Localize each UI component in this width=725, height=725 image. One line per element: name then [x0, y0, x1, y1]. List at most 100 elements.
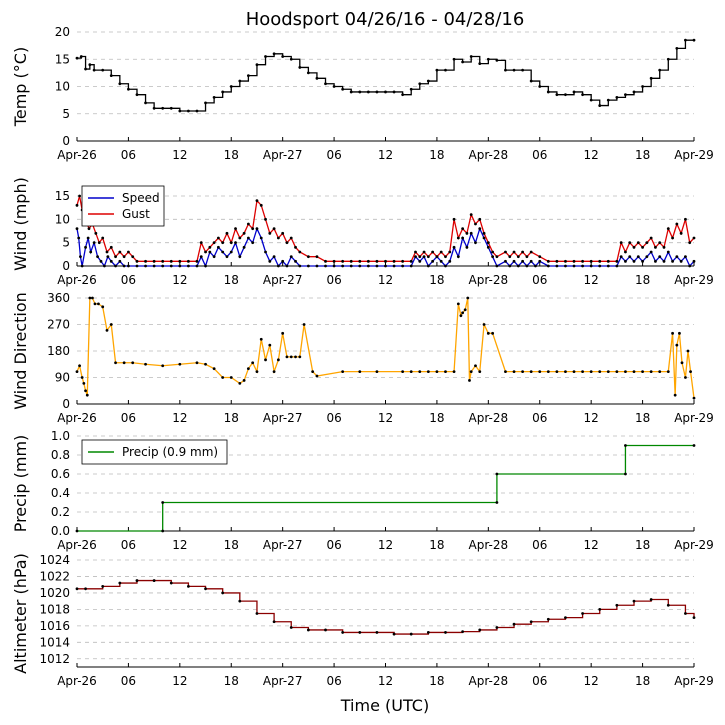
precip-x-tick-label: 12	[172, 538, 187, 552]
alt-x-tick-label: 18	[224, 674, 239, 688]
wind-data-point	[409, 259, 413, 263]
temp-data-point	[444, 68, 447, 72]
wind-data-point	[422, 255, 426, 259]
dir-data-point	[144, 362, 147, 366]
wind-data-point	[199, 241, 203, 245]
temp-data-point	[564, 93, 567, 97]
wind-data-point	[512, 259, 516, 263]
wind-data-point	[118, 250, 122, 254]
wind-data-point	[624, 259, 627, 263]
temp-data-point	[512, 68, 516, 72]
wind-data-point	[666, 250, 670, 254]
wind-data-point	[546, 259, 550, 263]
wind-data-point	[341, 259, 345, 263]
wind-data-point	[448, 250, 452, 254]
dir-data-point	[109, 323, 113, 326]
dir-data-point	[589, 370, 593, 374]
temp-data-point	[384, 90, 387, 94]
wind-data-point	[589, 259, 593, 263]
wind-data-point	[474, 222, 477, 226]
alt-data-point	[306, 628, 310, 632]
dir-data-point	[84, 389, 87, 393]
temp-data-point	[572, 90, 576, 94]
dir-data-point	[564, 370, 567, 374]
temp-data-point	[118, 82, 122, 86]
dir-data-point	[105, 328, 109, 332]
dir-data-point	[689, 370, 692, 374]
wind-data-point	[525, 264, 529, 268]
wind-data-point	[242, 245, 246, 249]
wind-data-point	[666, 227, 670, 231]
wind-data-point	[358, 259, 362, 263]
wind-data-point	[598, 264, 602, 268]
temp-data-point	[366, 90, 370, 94]
dir-data-point	[97, 302, 100, 306]
temp-data-point	[418, 82, 422, 86]
wind-data-point	[414, 255, 417, 259]
dir-y-label: Wind Direction	[11, 292, 30, 410]
temp-data-point	[555, 93, 559, 97]
alt-data-point	[238, 599, 242, 603]
alt-data-point	[546, 617, 550, 621]
temp-data-point	[341, 87, 345, 91]
dir-data-point	[75, 370, 79, 374]
wind-data-point	[461, 236, 465, 240]
temp-data-point	[144, 101, 147, 105]
alt-x-tick-label: 18	[429, 674, 444, 688]
wind-data-point	[259, 236, 263, 240]
dir-data-point	[341, 370, 345, 374]
wind-data-point	[538, 255, 542, 259]
dir-data-point	[418, 370, 422, 374]
dir-data-point	[178, 362, 182, 366]
wind-data-point	[366, 259, 370, 263]
dir-data-point	[315, 374, 319, 378]
wind-data-point	[109, 259, 113, 263]
wind-data-point	[572, 259, 576, 263]
wind-series-1	[75, 194, 696, 263]
dir-data-point	[259, 337, 263, 341]
dir-data-point	[686, 349, 690, 353]
dir-data-point	[311, 370, 315, 374]
alt-x-tick-label: Apr-29	[674, 674, 714, 688]
alt-data-point	[187, 584, 190, 588]
alt-data-point	[666, 603, 670, 607]
wind-data-point	[418, 259, 422, 263]
wind-data-point	[504, 259, 507, 263]
alt-data-point	[632, 599, 636, 603]
wind-data-point	[75, 203, 79, 207]
wind-data-point	[478, 217, 482, 221]
precip-data-point	[692, 444, 696, 447]
wind-data-point	[486, 245, 490, 249]
wind-data-point	[662, 245, 666, 249]
wind-data-point	[221, 250, 225, 254]
dir-data-point	[521, 370, 525, 374]
wind-data-point	[84, 245, 87, 249]
temp-data-point	[289, 57, 293, 61]
wind-data-point	[324, 259, 327, 263]
wind-data-point	[212, 241, 216, 245]
dir-data-point	[486, 331, 490, 335]
dir-data-point	[242, 379, 246, 382]
dir-data-point	[204, 362, 207, 366]
wind-data-point	[77, 236, 81, 240]
wind-data-point	[525, 255, 529, 259]
wind-data-point	[606, 259, 610, 263]
wind-data-point	[401, 259, 405, 263]
wind-data-point	[606, 264, 610, 268]
dir-series-line	[76, 297, 695, 399]
precip-legend: Precip (0.9 mm)	[81, 439, 228, 465]
wind-data-point	[495, 255, 499, 259]
wind-data-point	[679, 231, 683, 235]
dir-data-point	[409, 370, 413, 374]
wind-x-tick-label: Apr-28	[469, 273, 509, 287]
wind-data-point	[298, 264, 302, 268]
precip-y-tick-label: 0.4	[51, 486, 70, 500]
wind-data-point	[426, 264, 430, 268]
wind-x-tick-label: 06	[326, 273, 341, 287]
panel-temp: 0 5 10 15 20 Apr-26 06 12 18 Apr-27 06 12 18 Apr-28 06…	[11, 25, 714, 162]
wind-data-point	[75, 227, 79, 231]
dir-data-point	[195, 361, 199, 365]
wind-x-tick-label: 12	[584, 273, 599, 287]
precip-x-tick-label: Apr-29	[674, 538, 714, 552]
temp-data-point	[127, 87, 130, 91]
